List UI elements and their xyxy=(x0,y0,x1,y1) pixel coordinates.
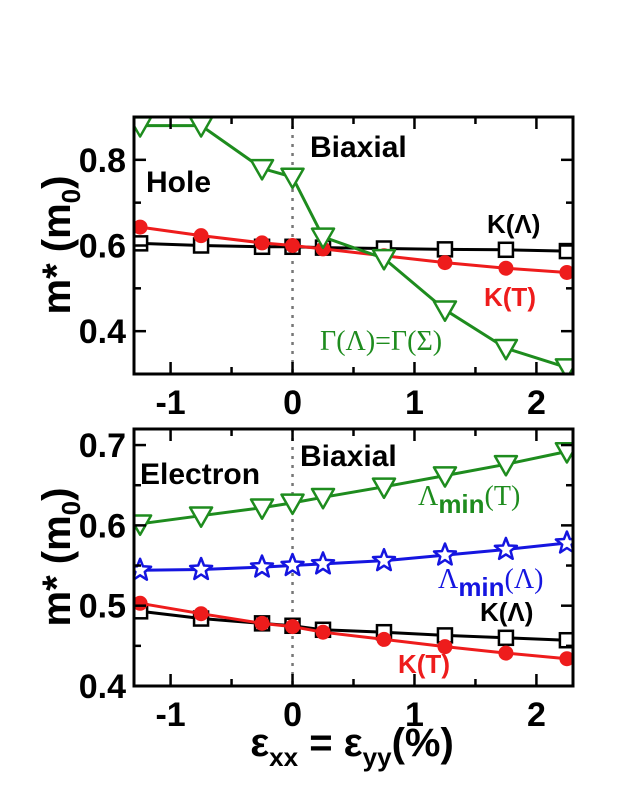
top-series-2-point-2 xyxy=(249,158,275,181)
top-x-tick-label: 1 xyxy=(405,384,424,422)
bottom-y-axis-label: m* (m0) xyxy=(35,488,86,627)
bottom-series-2-point-8 xyxy=(558,631,573,649)
bottom-series-label-k-t: K(T) xyxy=(398,649,450,679)
bottom-series-3-point-8 xyxy=(559,651,573,667)
bottom-series-3-point-1 xyxy=(193,606,209,622)
top-series-1-point-7 xyxy=(498,260,514,276)
top-series-1-point-8 xyxy=(559,264,573,280)
top-y-axis-label: m* (m0) xyxy=(35,176,86,315)
bottom-series-1-point-5 xyxy=(371,547,397,572)
top-series-0-point-8 xyxy=(558,242,573,260)
bottom-series-0-point-2 xyxy=(249,498,275,520)
bottom-series-0-point-7 xyxy=(493,454,519,477)
bottom-x-tick-label: 0 xyxy=(283,696,302,734)
bottom-series-1-point-0 xyxy=(134,557,153,581)
bottom-x-axis-label: εxx = εyy(%) xyxy=(250,721,454,772)
top-y-tick-label: 0.4 xyxy=(79,313,126,351)
bottom-series-0-point-4 xyxy=(310,487,336,510)
top-series-1-point-1 xyxy=(193,228,209,244)
bottom-series-label-k-lambda: K(Λ) xyxy=(480,597,533,627)
top-x-tick-label: 0 xyxy=(283,384,302,422)
top-series-2-point-5 xyxy=(371,248,397,271)
top-series-1-point-2 xyxy=(254,235,270,251)
bottom-series-3-point-5 xyxy=(376,631,392,647)
top-carrier-annotation: Hole xyxy=(146,166,211,199)
bottom-series-0-point-1 xyxy=(188,506,214,528)
panel-bottom: -1 0 1 2 0.4 0.5 0.6 0.7 m* (m0) εxx = εyy(%) B… xyxy=(35,427,575,772)
bottom-series-label-lambda-min-lambda: Λmin(Λ) xyxy=(438,564,544,602)
top-series-2-point-3 xyxy=(280,167,305,190)
bottom-series-1-point-3 xyxy=(280,552,305,577)
panel-top: -1 0 1 2 0.4 0.6 0.8 m* (m0) Biaxial Hole K(Λ)… xyxy=(35,115,575,422)
bottom-series-1-point-6 xyxy=(432,542,458,566)
bottom-series-3-point-3 xyxy=(285,619,301,635)
bottom-series-2-point-7 xyxy=(497,629,515,647)
bottom-series-label-lambda-min-t: Λmin(T) xyxy=(418,481,520,519)
top-series-2-point-6 xyxy=(432,300,458,322)
bottom-series-1-point-4 xyxy=(310,551,336,575)
bottom-y-tick-label: 0.6 xyxy=(79,507,126,545)
bottom-series-layer xyxy=(134,429,573,686)
top-strain-annotation: Biaxial xyxy=(310,131,407,164)
top-y-tick-label: 0.8 xyxy=(79,142,126,180)
top-x-tick-label: -1 xyxy=(155,384,185,422)
bottom-y-tick-label: 0.7 xyxy=(79,427,126,465)
top-series-label-k-t: K(T) xyxy=(484,282,536,312)
top-series-label-k-lambda: K(Λ) xyxy=(487,209,540,239)
bottom-x-tick-label: -1 xyxy=(155,696,185,734)
bottom-series-3-point-4 xyxy=(315,624,331,640)
bottom-series-3-point-7 xyxy=(498,645,514,661)
top-series-1-point-0 xyxy=(134,219,148,235)
top-series-0-point-0 xyxy=(134,235,149,252)
top-series-1-point-6 xyxy=(437,255,453,271)
bottom-y-tick-label: 0.5 xyxy=(79,588,126,626)
bottom-series-0-point-6 xyxy=(432,466,458,488)
bottom-series-0-point-5 xyxy=(371,477,397,500)
top-y-tick-label: 0.6 xyxy=(79,228,126,266)
top-x-tick-label: 2 xyxy=(527,384,546,422)
bottom-series-1-point-2 xyxy=(249,554,275,578)
top-series-2-point-4 xyxy=(310,227,336,250)
bottom-series-3-point-6 xyxy=(437,639,453,655)
bottom-carrier-annotation: Electron xyxy=(140,458,260,491)
top-series-0-point-6 xyxy=(436,241,454,258)
top-axis-ticks: -1 0 1 2 0.4 0.6 0.8 xyxy=(79,115,573,422)
top-series-2-point-7 xyxy=(493,338,519,361)
bottom-series-3-point-2 xyxy=(254,615,270,631)
top-series-layer xyxy=(134,117,573,374)
bottom-axis-ticks: -1 0 1 2 0.4 0.5 0.6 0.7 xyxy=(79,427,573,734)
top-series-2-point-8 xyxy=(554,358,573,374)
bottom-strain-annotation: Biaxial xyxy=(300,440,397,473)
bottom-y-tick-label: 0.4 xyxy=(79,668,126,706)
top-series-0-point-7 xyxy=(497,241,515,259)
bottom-series-1-point-1 xyxy=(188,556,214,581)
top-series-label-gamma: Γ(Λ)=Γ(Σ) xyxy=(320,326,442,357)
bottom-x-tick-label: 2 xyxy=(527,696,546,734)
bottom-x-tick-label: 1 xyxy=(405,696,424,734)
bottom-series-1-point-8 xyxy=(554,530,573,554)
bottom-series-1-point-7 xyxy=(493,536,519,561)
bottom-series-0-point-3 xyxy=(280,493,305,516)
top-series-1-point-3 xyxy=(285,238,301,253)
